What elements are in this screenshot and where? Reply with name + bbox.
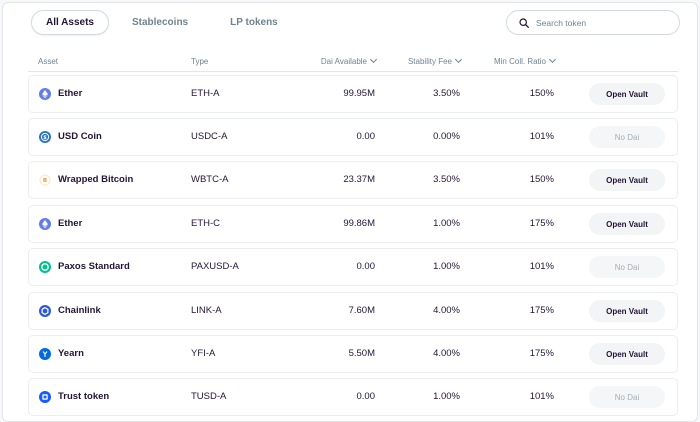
dai-available: 99.95M [343, 88, 375, 99]
asset-tabs: All Assets Stablecoins LP tokens [31, 10, 293, 35]
dai-available: 7.60M [348, 305, 375, 316]
dai-available: 23.37M [343, 174, 375, 185]
chainlink-icon [39, 305, 51, 317]
stability-fee: 4.00% [433, 348, 460, 359]
open-vault-button[interactable]: Open Vault [589, 300, 665, 322]
stability-fee: 1.00% [433, 391, 460, 402]
min-coll-ratio: 101% [529, 131, 554, 142]
asset-name: Ether [58, 218, 83, 229]
stability-fee: 4.00% [433, 305, 460, 316]
dai-available: 0.00 [356, 261, 376, 272]
asset-name: Trust token [58, 391, 110, 402]
asset-name: Ether [58, 88, 83, 99]
search-input[interactable] [536, 17, 666, 28]
asset-name: Paxos Standard [58, 261, 130, 272]
header-min-coll-ratio[interactable]: Min Coll. Ratio [494, 55, 557, 66]
table-row: Chainlink LINK-A 7.60M 4.00% 175% Open Vault [28, 292, 678, 330]
search-icon [519, 17, 529, 28]
ether-icon [39, 88, 51, 100]
header-type: Type [191, 57, 209, 66]
chevron-down-icon [454, 55, 463, 64]
header-asset: Asset [38, 57, 59, 66]
asset-type: ETH-C [191, 218, 221, 229]
table-row: Paxos Standard PAXUSD-A 0.00 1.00% 101% No Da… [28, 248, 678, 286]
dai-available: 0.00 [356, 131, 376, 142]
asset-type: USDC-A [191, 131, 228, 142]
dai-available: 5.50M [348, 348, 375, 359]
asset-name: Yearn [58, 348, 84, 359]
stability-fee: 3.50% [433, 88, 460, 99]
min-coll-ratio: 101% [529, 391, 554, 402]
no-dai-button: No Dai [589, 386, 665, 408]
open-vault-button[interactable]: Open Vault [589, 169, 665, 191]
stability-fee: 1.00% [433, 218, 460, 229]
asset-type: LINK-A [191, 305, 222, 316]
stability-fee: 3.50% [433, 174, 460, 185]
chevron-down-icon [369, 55, 378, 64]
tab-stablecoins[interactable]: Stablecoins [131, 17, 189, 28]
table-header: Asset Type Dai Available Stability Fee M… [28, 55, 678, 69]
asset-type: PAXUSD-A [191, 261, 239, 272]
min-coll-ratio: 175% [529, 218, 554, 229]
table-row: Yearn YFI-A 5.50M 4.00% 175% Open Vault [28, 335, 678, 373]
stability-fee: 0.00% [433, 131, 460, 142]
min-coll-ratio: 175% [529, 348, 554, 359]
wrapped-bitcoin-icon: B [39, 174, 51, 186]
usd-coin-icon: $ [39, 131, 51, 143]
min-coll-ratio: 150% [529, 174, 554, 185]
min-coll-ratio: 175% [529, 305, 554, 316]
yearn-icon [39, 348, 51, 360]
trust-token-icon [39, 391, 51, 403]
no-dai-button: No Dai [589, 126, 665, 148]
table-row: Ether ETH-C 99.86M 1.00% 175% Open Vault [28, 205, 678, 243]
open-vault-button[interactable]: Open Vault [589, 83, 665, 105]
min-coll-ratio: 150% [529, 88, 554, 99]
search-box[interactable] [506, 10, 680, 35]
table-row: Ether ETH-A 99.95M 3.50% 150% Open Vault [28, 75, 678, 113]
dai-available: 0.00 [356, 391, 376, 402]
table-row: B Wrapped Bitcoin WBTC-A 23.37M 3.50% 150% Ope… [28, 161, 678, 199]
dai-available: 99.86M [343, 218, 375, 229]
open-vault-button[interactable]: Open Vault [589, 343, 665, 365]
header-dai-available[interactable]: Dai Available [321, 55, 378, 66]
asset-type: ETH-A [191, 88, 220, 99]
svg-text:$: $ [43, 135, 47, 141]
header-stability-fee[interactable]: Stability Fee [408, 55, 463, 66]
header-divider [28, 71, 678, 72]
tab-all-assets[interactable]: All Assets [31, 10, 109, 35]
stability-fee: 1.00% [433, 261, 460, 272]
table-row: $ USD Coin USDC-A 0.00 0.00% 101% No Dai [28, 118, 678, 156]
tab-lp-tokens[interactable]: LP tokens [230, 17, 278, 28]
ether-icon [39, 218, 51, 230]
asset-name: USD Coin [58, 131, 102, 142]
asset-name: Wrapped Bitcoin [58, 174, 134, 185]
paxos-icon [39, 261, 51, 273]
open-vault-button[interactable]: Open Vault [589, 213, 665, 235]
asset-type: WBTC-A [191, 174, 229, 185]
svg-text:B: B [43, 178, 47, 184]
asset-type: TUSD-A [191, 391, 227, 402]
asset-name: Chainlink [58, 305, 101, 316]
no-dai-button: No Dai [589, 256, 665, 278]
min-coll-ratio: 101% [529, 261, 554, 272]
chevron-down-icon [548, 55, 557, 64]
asset-type: YFI-A [191, 348, 216, 359]
table-row: Trust token TUSD-A 0.00 1.00% 101% No Dai [28, 378, 678, 416]
